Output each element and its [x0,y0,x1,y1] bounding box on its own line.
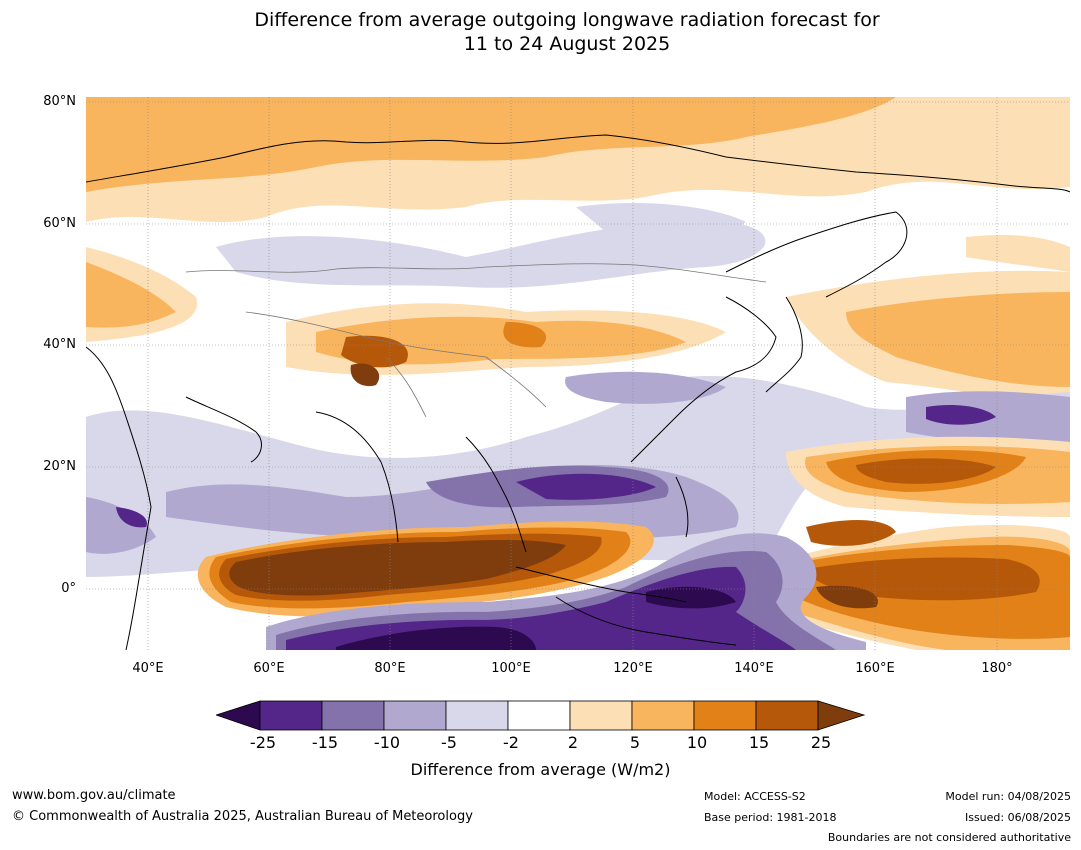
graticule [86,97,1070,650]
lon-label-120e: 120°E [613,661,653,676]
lat-label-20n: 20°N [43,459,76,474]
copyright-text: © Commonwealth of Australia 2025, Austra… [12,809,473,824]
base-period: Base period: 1981-2018 [704,811,837,824]
colorbar-tick: -15 [311,733,339,752]
lat-label-60n: 60°N [43,216,76,231]
colorbar-bin [259,700,323,731]
colorbar-bin [693,700,757,731]
olr-anomaly-map [86,97,1070,650]
colorbar-tick: 2 [567,733,579,752]
lon-label-60e: 60°E [253,661,285,676]
lat-label-40n: 40°N [43,337,76,352]
country-borders [185,263,767,418]
colorbar-tick: 15 [748,733,770,752]
boundaries-disclaimer: Boundaries are not considered authoritat… [827,831,1071,844]
lon-label-160e: 160°E [855,661,895,676]
coastlines [86,134,1070,650]
title-line-1: Difference from average outgoing longwav… [254,9,880,31]
title-line-2: 11 to 24 August 2025 [463,33,671,55]
colorbar-tick: -25 [249,733,277,752]
colorbar-tick: 10 [686,733,708,752]
colorbar-extend-low [216,700,261,731]
lon-label-180: 180° [981,661,1013,676]
model-run-date: Model run: 04/08/2025 [945,790,1071,803]
colorbar-bin [507,700,571,731]
colorbar-bin [445,700,509,731]
lon-label-40e: 40°E [132,661,164,676]
model-name: Model: ACCESS-S2 [704,790,806,803]
colorbar-tick: -10 [373,733,401,752]
colorbar-title: Difference from average (W/m2) [410,760,671,779]
colorbar-bin [321,700,385,731]
map-field [86,97,1070,650]
colorbar-extend-high [817,700,866,731]
lat-label-0: 0° [61,581,76,596]
colorbar-tick: 25 [810,733,832,752]
lat-label-80n: 80°N [43,94,76,109]
colorbar-bin [755,700,819,731]
issued-date: Issued: 06/08/2025 [964,811,1071,824]
colorbar-tick: 5 [629,733,641,752]
website-link[interactable]: www.bom.gov.au/climate [12,788,176,803]
colorbar-tick: -5 [441,733,457,752]
map-title: Difference from average outgoing longwav… [0,8,1081,56]
colorbar-bin [383,700,447,731]
colorbar [216,700,866,731]
lon-label-100e: 100°E [491,661,531,676]
colorbar-bin [631,700,695,731]
colorbar-bin [569,700,633,731]
lon-label-140e: 140°E [734,661,774,676]
colorbar-tick: -2 [503,733,519,752]
lon-label-80e: 80°E [374,661,406,676]
